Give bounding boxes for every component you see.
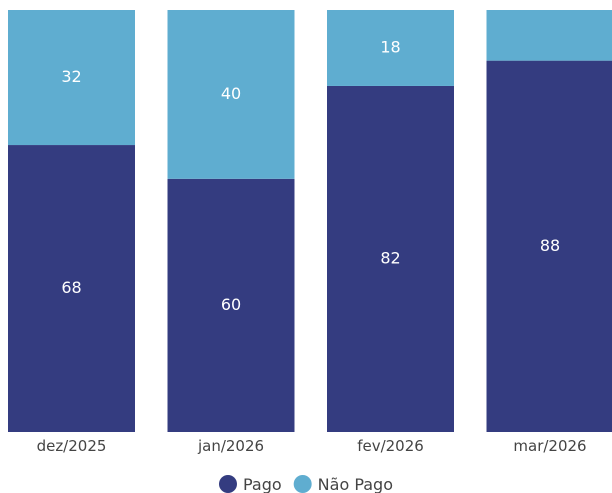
x-tick-label-0: dez/2025: [37, 437, 107, 455]
x-tick-label-2: fev/2026: [357, 437, 424, 455]
bar-segment-pago-2[interactable]: [327, 85, 454, 433]
bar-segment-não-pago-0[interactable]: [8, 10, 135, 146]
data-label-pago-2: 82: [380, 248, 400, 267]
legend-item-pago[interactable]: Pago: [218, 475, 282, 493]
data-label-não-pago-0: 32: [61, 67, 81, 86]
bar-segment-pago-1[interactable]: [167, 178, 295, 432]
legend-label-1: Não Pago: [318, 475, 393, 493]
x-tick-label-3: mar/2026: [513, 437, 586, 455]
bar-segment-não-pago-1[interactable]: [167, 10, 295, 179]
bar-segment-não-pago-2[interactable]: [327, 10, 454, 86]
bar-segment-não-pago-3[interactable]: [486, 10, 612, 61]
data-label-pago-0: 68: [61, 278, 81, 297]
legend-swatch-1: [293, 475, 312, 493]
bars-group: [8, 10, 612, 433]
x-axis: dez/2025 jan/2026 fev/2026 mar/2026: [37, 437, 587, 455]
legend-label-0: Pago: [243, 475, 282, 493]
data-label-não-pago-2: 18: [380, 37, 400, 56]
legend-item-não-pago[interactable]: Não Pago: [293, 475, 393, 493]
x-tick-label-1: jan/2026: [197, 437, 264, 455]
bar-segment-pago-0[interactable]: [8, 145, 135, 433]
bar-segment-pago-3[interactable]: [486, 60, 612, 432]
data-label-pago-1: 60: [221, 295, 241, 314]
data-label-não-pago-1: 40: [221, 84, 241, 103]
data-label-pago-3: 88: [540, 236, 560, 255]
legend[interactable]: Pago Não Pago: [218, 475, 393, 493]
bar-labels-group: 68 32 60 40 82 18 88: [61, 37, 560, 313]
legend-swatch-0: [218, 475, 237, 493]
